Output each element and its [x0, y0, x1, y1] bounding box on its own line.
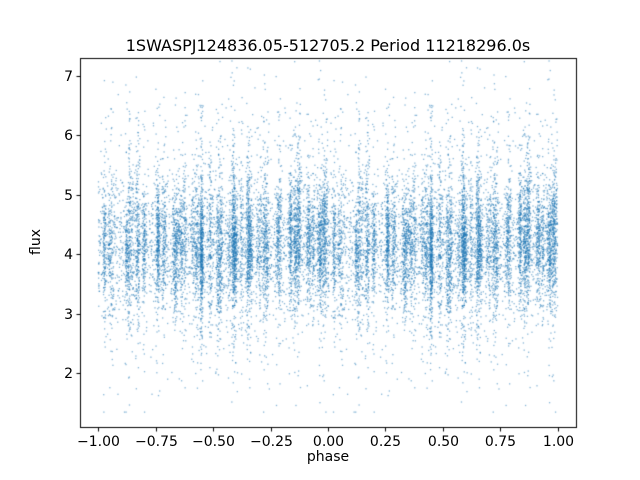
x-tick-label: −0.75 [135, 434, 178, 450]
chart-title: 1SWASPJ124836.05-512705.2 Period 1121829… [125, 36, 531, 55]
x-tick-label: −0.50 [192, 434, 235, 450]
x-tick-label: 0.50 [427, 434, 460, 450]
x-tick-label: 0.75 [484, 434, 517, 450]
y-tick-label: 6 [64, 127, 73, 144]
y-tick-label: 7 [64, 68, 73, 85]
y-axis-label: flux [28, 229, 44, 255]
x-tick-label: 1.00 [542, 434, 575, 450]
y-tick-label: 3 [64, 306, 73, 323]
x-tick-label: 0.00 [312, 434, 345, 450]
x-axis-label: phase [306, 449, 350, 465]
x-tick-label: −1.00 [77, 434, 120, 450]
x-tick-label: 0.25 [369, 434, 402, 450]
y-tick-label: 2 [64, 365, 73, 382]
y-tick-label: 4 [64, 246, 73, 263]
x-tick-label: −0.25 [250, 434, 293, 450]
y-tick-label: 5 [64, 187, 73, 204]
